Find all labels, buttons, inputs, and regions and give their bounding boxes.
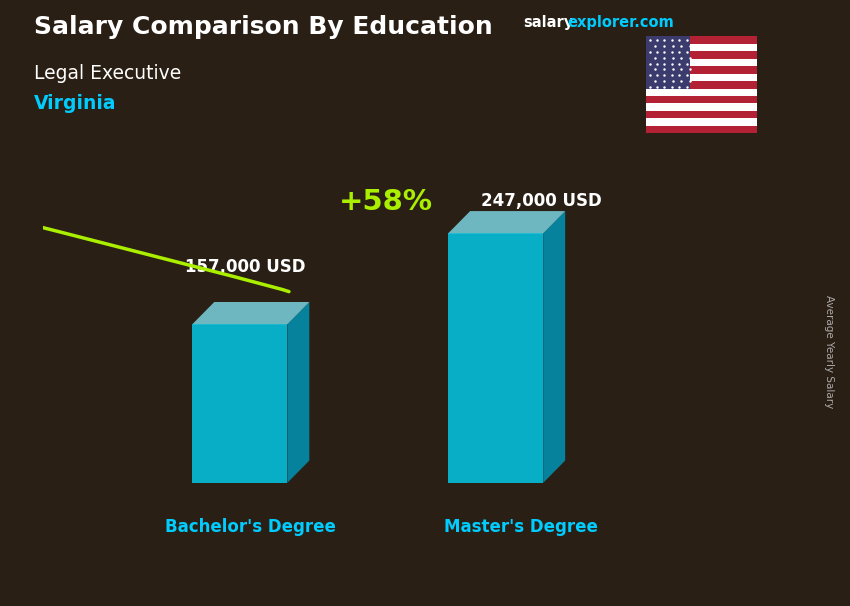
Bar	[646, 111, 756, 118]
Bar	[646, 44, 756, 52]
FancyArrowPatch shape	[0, 0, 289, 291]
Bar	[646, 96, 756, 104]
Text: 157,000 USD: 157,000 USD	[185, 258, 305, 276]
Bar	[646, 66, 756, 74]
Bar	[646, 36, 690, 88]
Polygon shape	[287, 302, 309, 483]
Text: salary: salary	[523, 15, 573, 30]
Bar	[646, 81, 756, 88]
Bar	[646, 74, 756, 81]
Polygon shape	[448, 233, 543, 483]
Bar	[646, 88, 756, 96]
Bar	[646, 126, 756, 133]
Text: +58%: +58%	[339, 188, 433, 216]
Bar	[646, 36, 756, 44]
Polygon shape	[192, 302, 309, 324]
Text: Virginia: Virginia	[34, 94, 116, 113]
Bar	[646, 59, 756, 66]
Text: Bachelor's Degree: Bachelor's Degree	[166, 518, 337, 536]
Polygon shape	[192, 324, 287, 483]
Text: explorer.com: explorer.com	[568, 15, 675, 30]
Polygon shape	[543, 211, 565, 483]
Bar	[646, 118, 756, 126]
Bar	[646, 104, 756, 111]
Bar	[646, 52, 756, 59]
Polygon shape	[448, 211, 565, 233]
Text: Average Yearly Salary: Average Yearly Salary	[824, 295, 834, 408]
Text: Legal Executive: Legal Executive	[34, 64, 181, 82]
Text: Salary Comparison By Education: Salary Comparison By Education	[34, 15, 493, 39]
Text: Master's Degree: Master's Degree	[445, 518, 598, 536]
Text: 247,000 USD: 247,000 USD	[481, 192, 602, 210]
